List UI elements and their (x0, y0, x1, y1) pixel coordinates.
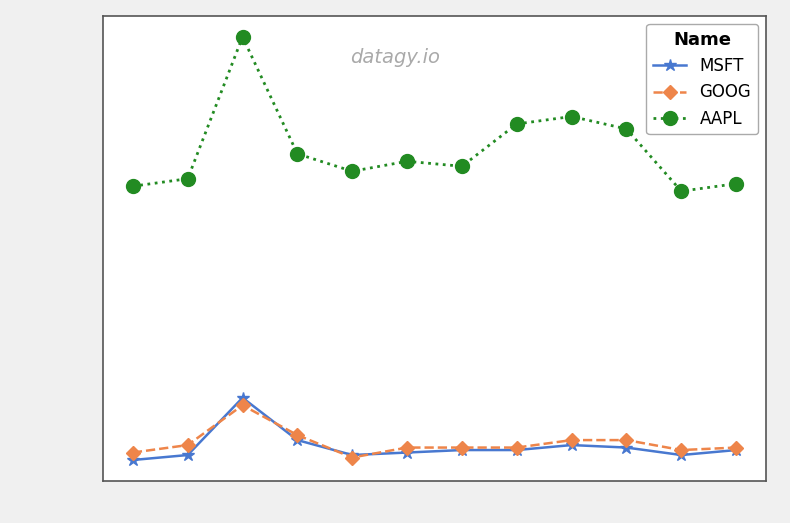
MSFT (183, 452, 193, 458)
Text: datagy.io: datagy.io (350, 48, 439, 67)
AAPL (567, 113, 577, 120)
AAPL (348, 168, 357, 174)
GOOG (348, 454, 357, 461)
AAPL (402, 158, 412, 164)
MSFT (732, 447, 741, 453)
MSFT (292, 437, 302, 443)
AAPL (128, 183, 137, 189)
AAPL (292, 151, 302, 157)
AAPL (183, 176, 193, 182)
GOOG (292, 432, 302, 438)
Line: AAPL: AAPL (126, 30, 743, 198)
GOOG (238, 402, 247, 408)
Legend: MSFT, GOOG, AAPL: MSFT, GOOG, AAPL (646, 24, 758, 134)
GOOG (183, 442, 193, 448)
MSFT (128, 457, 137, 463)
GOOG (676, 447, 686, 453)
AAPL (457, 163, 467, 169)
MSFT (622, 445, 631, 451)
AAPL (676, 188, 686, 195)
MSFT (512, 447, 521, 453)
GOOG (457, 445, 467, 451)
GOOG (128, 449, 137, 456)
Line: MSFT: MSFT (126, 392, 743, 466)
MSFT (402, 449, 412, 456)
MSFT (348, 452, 357, 458)
Line: GOOG: GOOG (128, 401, 741, 462)
MSFT (567, 442, 577, 448)
MSFT (238, 395, 247, 401)
GOOG (622, 437, 631, 443)
GOOG (512, 445, 521, 451)
AAPL (512, 121, 521, 127)
MSFT (457, 447, 467, 453)
GOOG (732, 445, 741, 451)
AAPL (622, 126, 631, 132)
MSFT (676, 452, 686, 458)
GOOG (402, 445, 412, 451)
AAPL (732, 180, 741, 187)
GOOG (567, 437, 577, 443)
AAPL (238, 33, 247, 40)
